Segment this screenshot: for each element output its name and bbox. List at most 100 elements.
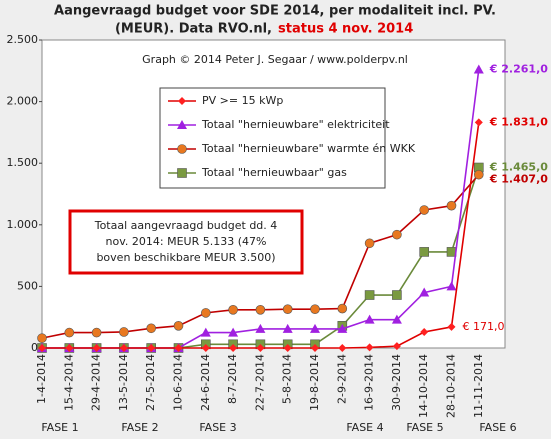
x-tick-label: 11-11-2014	[472, 354, 485, 418]
marker	[282, 304, 293, 314]
note: nov. 2014: MEUR 5.133 (47%	[106, 235, 267, 248]
y-tick-label: 2.500	[7, 33, 39, 46]
marker	[337, 323, 348, 333]
marker	[65, 344, 74, 352]
marker	[174, 344, 183, 352]
plot-area	[41, 39, 506, 349]
legend-label: Totaal "hernieuwbaar" gas	[201, 166, 347, 179]
marker	[200, 327, 211, 337]
phase-label: FASE 4	[346, 421, 383, 434]
x-tick-label: 15-4-2014	[62, 354, 75, 411]
marker	[364, 314, 375, 324]
x-tick-label: 16-9-2014	[363, 354, 376, 411]
x-tick-label: 27-5-2014	[144, 354, 157, 411]
marker	[255, 305, 266, 315]
chart-title: (MEUR). Data RVO.nl,	[115, 22, 272, 37]
note: boven beschikbare MEUR 3.500)	[96, 251, 275, 264]
marker	[177, 168, 187, 178]
x-tick-label: 2-9-2014	[335, 354, 348, 404]
value-label: € 2.261,0	[489, 62, 548, 75]
x-tick-label: 30-9-2014	[390, 354, 403, 411]
marker	[447, 322, 456, 331]
phase-label: FASE 2	[121, 421, 158, 434]
phase-label: FASE 5	[406, 421, 443, 434]
phase-label: FASE 3	[199, 421, 236, 434]
chart-subtitle: Graph © 2014 Peter J. Segaar / www.polde…	[142, 53, 408, 66]
marker	[92, 344, 101, 352]
value-label: € 1.407,0	[489, 173, 548, 186]
legend-label: Totaal "hernieuwbare" warmte én WKK	[201, 142, 416, 155]
legend	[159, 87, 386, 189]
x-tick-label: 14-10-2014	[417, 354, 430, 418]
x-tick-label: 10-6-2014	[172, 354, 185, 411]
x-tick-label: 1-4-2014	[35, 354, 48, 404]
x-tick-label: 13-5-2014	[117, 354, 130, 411]
x-tick-label: 22-7-2014	[253, 354, 266, 411]
legend-label: Totaal "hernieuwbare" elektriciteit	[201, 118, 390, 131]
marker	[201, 344, 210, 352]
marker	[365, 343, 374, 352]
marker	[119, 344, 128, 352]
x-tick-label: 8-7-2014	[226, 354, 239, 404]
marker	[446, 281, 457, 291]
marker	[419, 247, 430, 257]
y-tick-label: 500	[17, 279, 38, 292]
marker	[119, 327, 129, 337]
note: Totaal aangevraagd budget dd. 4	[94, 219, 278, 232]
marker	[474, 118, 483, 127]
y-tick-label: 1.500	[7, 156, 39, 169]
chart-title: Aangevraagd budget voor SDE 2014, per mo…	[54, 4, 496, 19]
marker	[311, 344, 319, 352]
phase-label: FASE 6	[479, 421, 516, 434]
value-label: € 1.465,0	[489, 161, 548, 174]
marker	[419, 287, 430, 297]
marker	[310, 323, 320, 333]
x-tick-label: 19-8-2014	[308, 354, 321, 411]
marker	[391, 314, 402, 324]
marker	[228, 305, 238, 315]
marker	[337, 303, 348, 314]
x-tick-label: 29-4-2014	[90, 354, 103, 411]
value-label: € 171,0	[463, 320, 505, 333]
x-tick-label: 28-10-2014	[445, 354, 458, 418]
legend-label: PV >= 15 kWp	[202, 94, 283, 107]
marker	[64, 327, 75, 338]
marker	[338, 344, 347, 352]
x-tick-label: 5-8-2014	[281, 354, 294, 404]
marker	[178, 97, 186, 105]
chart-status: status 4 nov. 2014	[278, 22, 413, 37]
marker	[228, 327, 239, 337]
marker	[91, 327, 102, 338]
marker	[392, 290, 402, 300]
marker	[37, 333, 47, 343]
note-box	[68, 209, 304, 275]
marker	[201, 308, 211, 318]
marker	[473, 64, 484, 74]
marker	[419, 205, 430, 215]
marker	[256, 344, 265, 352]
marker	[173, 321, 184, 331]
phase-label: FASE 1	[41, 421, 78, 434]
marker	[392, 342, 401, 351]
marker	[446, 200, 457, 211]
marker	[147, 344, 156, 352]
marker	[282, 323, 293, 333]
x-tick-label: 24-6-2014	[199, 354, 212, 411]
marker	[38, 344, 46, 352]
marker	[177, 144, 187, 154]
marker	[229, 344, 238, 352]
marker	[310, 304, 320, 314]
marker	[364, 290, 375, 300]
marker	[420, 327, 429, 336]
marker	[364, 238, 375, 249]
value-label: € 1.831,0	[489, 115, 548, 128]
y-tick-label: 1.000	[7, 218, 39, 231]
marker	[473, 169, 484, 180]
marker	[146, 323, 156, 334]
marker	[283, 344, 292, 352]
y-tick-label: 2.000	[7, 95, 39, 108]
marker	[255, 323, 266, 333]
y-tick-label: 0	[31, 341, 38, 354]
marker	[177, 120, 187, 129]
